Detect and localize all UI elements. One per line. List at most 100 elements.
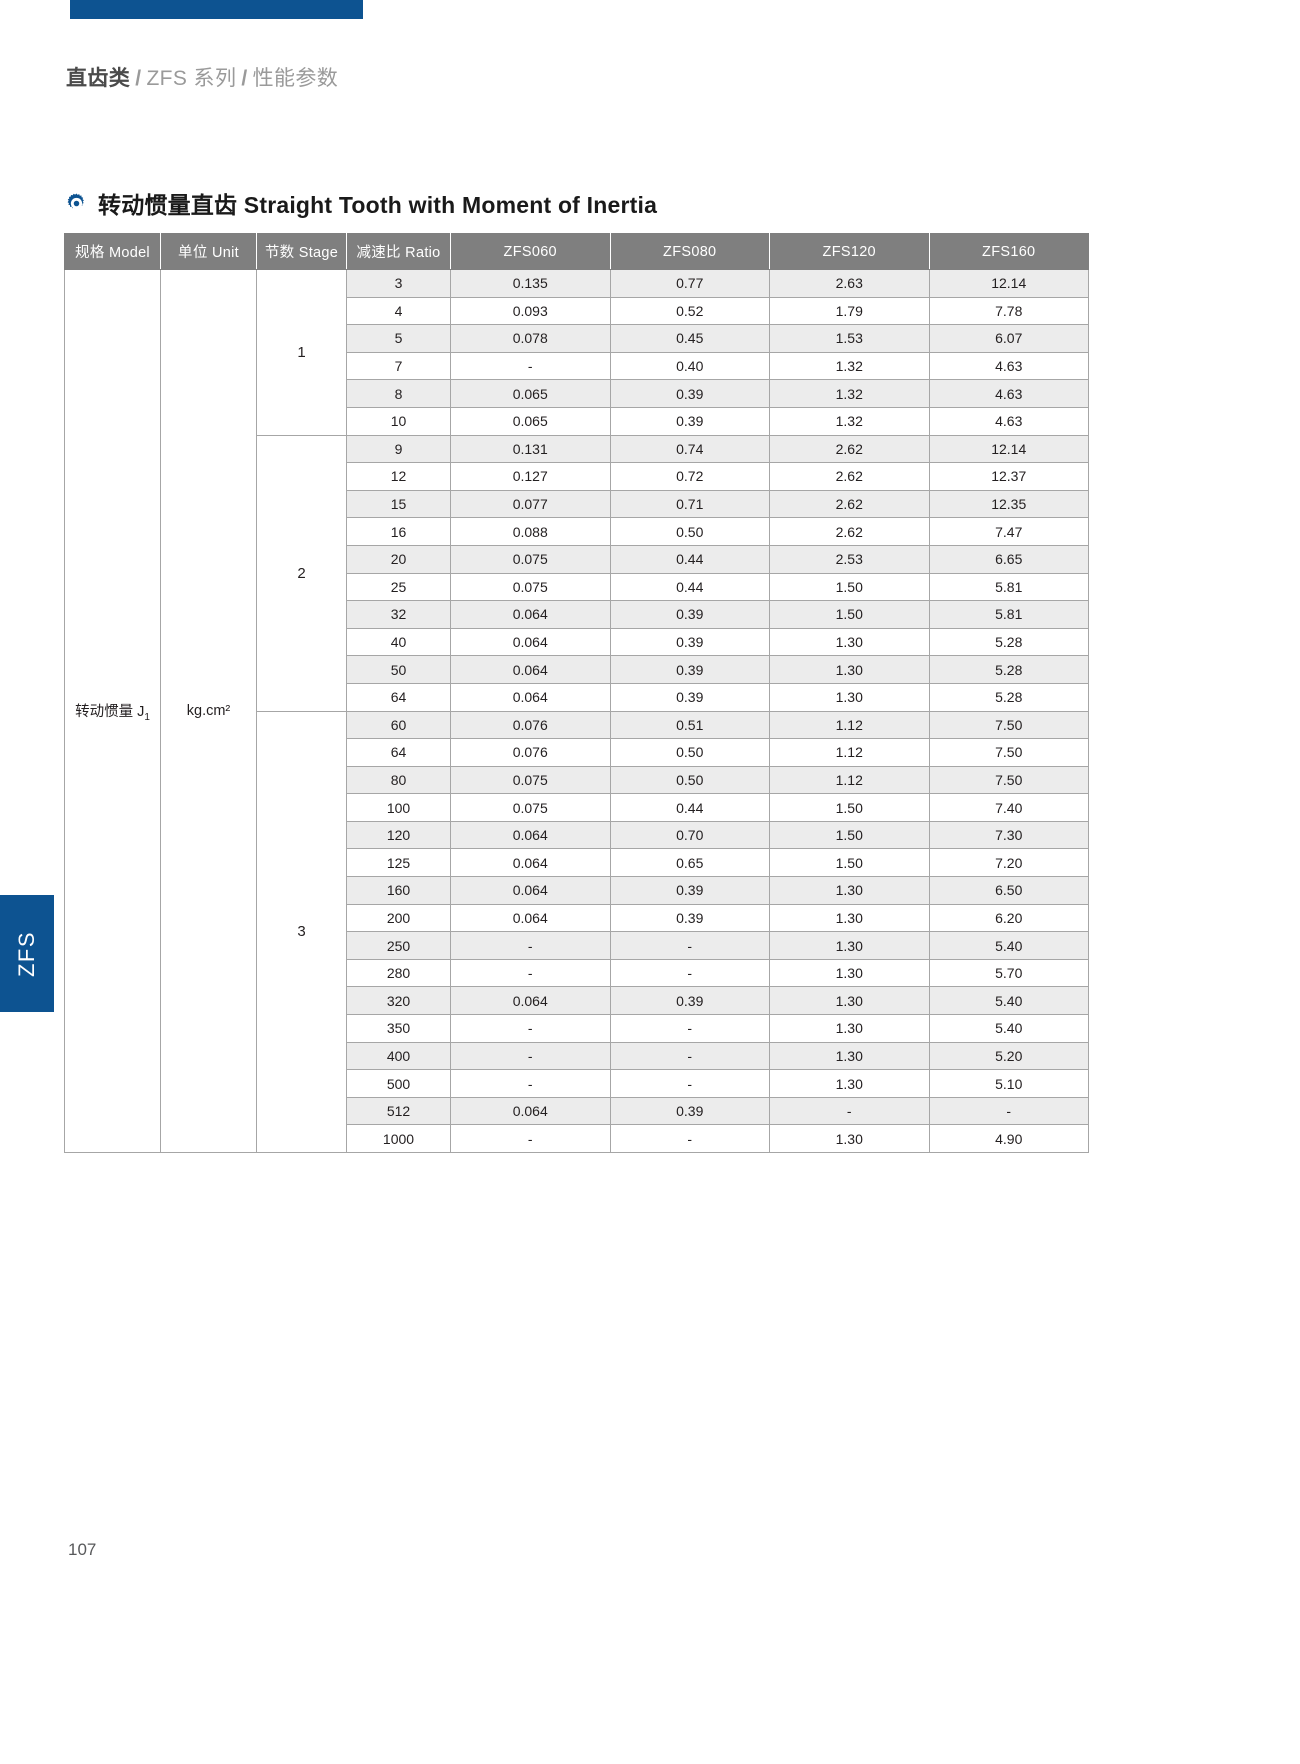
cell-zfs120: 1.30 <box>769 931 930 960</box>
breadcrumb: 直齿类 / ZFS 系列 / 性能参数 <box>66 62 338 92</box>
cell-ratio: 40 <box>346 627 451 657</box>
cell-zfs160: 5.28 <box>928 655 1089 684</box>
table-row: 40 0.064 0.39 1.30 5.28 <box>65 627 1089 657</box>
cell-ratio: 320 <box>346 986 451 1016</box>
cell-zfs120: 1.30 <box>769 1041 930 1071</box>
stage-cell: 3 <box>256 710 347 1153</box>
cell-zfs120: 1.30 <box>769 1069 930 1098</box>
table-row: 400- -1.30 5.20 <box>65 1041 1089 1071</box>
cell-zfs120: 2.62 <box>769 462 930 491</box>
cell-zfs160: 5.81 <box>928 572 1089 602</box>
table-row: 200 0.064 0.39 1.30 6.20 <box>65 903 1089 933</box>
cell-zfs120: 1.32 <box>769 351 930 381</box>
cell-zfs160: 4.63 <box>928 379 1089 408</box>
cell-ratio: 1000 <box>346 1124 451 1153</box>
cell-zfs160: 6.50 <box>928 876 1089 905</box>
cell-ratio: 32 <box>346 600 451 629</box>
cell-ratio: 60 <box>346 710 451 740</box>
table-row: 350- -1.30 5.40 <box>65 1014 1089 1043</box>
cell-ratio: 125 <box>346 848 451 878</box>
cell-zfs160: 12.37 <box>928 462 1089 491</box>
cell-zfs120: 1.30 <box>769 1014 930 1043</box>
section-heading: 转动惯量直齿 Straight Tooth with Moment of Ine… <box>66 186 657 220</box>
cell-ratio: 3 <box>346 269 451 298</box>
cell-zfs120: 1.30 <box>769 903 930 933</box>
cell-ratio: 5 <box>346 324 451 353</box>
cell-zfs080: - <box>609 958 770 988</box>
cell-zfs160: 5.20 <box>928 1041 1089 1071</box>
table-row: 25 0.075 0.44 1.50 5.81 <box>65 572 1089 602</box>
cell-zfs120: 1.30 <box>769 876 930 905</box>
cell-zfs120: 1.53 <box>769 324 930 353</box>
cell-zfs160: 4.63 <box>928 351 1089 381</box>
cell-ratio: 100 <box>346 793 451 822</box>
cell-ratio: 50 <box>346 655 451 684</box>
cell-zfs120: 1.30 <box>769 682 930 712</box>
cell-zfs060: 0.131 <box>450 434 611 464</box>
table-row: 8 0.065 0.39 1.32 4.63 <box>65 379 1089 408</box>
cell-ratio: 7 <box>346 351 451 381</box>
cell-zfs060: - <box>450 1124 611 1153</box>
cell-ratio: 8 <box>346 379 451 408</box>
table-body: 转动惯量 J1 kg.cm² 1 3 0.135 0.77 2.63 12.14 4 0.093 0… <box>64 269 1089 1153</box>
col-header-stage: 节数 Stage <box>256 233 347 270</box>
cell-zfs060: 0.064 <box>450 903 611 933</box>
cell-zfs160: 7.20 <box>928 848 1089 878</box>
col-header-zfs160: ZFS160 <box>928 233 1089 270</box>
table-row: 100 0.075 0.44 1.50 7.40 <box>65 793 1089 822</box>
cell-zfs160: 7.30 <box>928 820 1089 850</box>
cell-ratio: 25 <box>346 572 451 602</box>
table-row: 280- -1.30 5.70 <box>65 958 1089 988</box>
cell-zfs160: 7.50 <box>928 710 1089 740</box>
cell-ratio: 160 <box>346 876 451 905</box>
cell-zfs160: 6.20 <box>928 903 1089 933</box>
cell-zfs060: 0.064 <box>450 986 611 1016</box>
cell-zfs160: 6.65 <box>928 544 1089 574</box>
cell-ratio: 250 <box>346 931 451 960</box>
cell-zfs160: 7.50 <box>928 738 1089 767</box>
cell-zfs060: 0.064 <box>450 1096 611 1126</box>
cell-zfs080: - <box>609 1124 770 1153</box>
cell-zfs060: - <box>450 351 611 381</box>
cell-zfs120: 1.50 <box>769 600 930 629</box>
cell-zfs120: 1.50 <box>769 793 930 822</box>
cell-zfs080: 0.74 <box>609 434 770 464</box>
cell-zfs160: 6.07 <box>928 324 1089 353</box>
cell-zfs120: 1.32 <box>769 379 930 408</box>
cell-zfs080: 0.44 <box>609 572 770 602</box>
cell-zfs120: 1.30 <box>769 655 930 684</box>
cell-zfs160: 4.63 <box>928 406 1089 436</box>
cell-zfs160: 5.40 <box>928 986 1089 1016</box>
col-header-zfs080: ZFS080 <box>609 233 770 270</box>
side-tab-zfs[interactable]: ZFS <box>0 895 54 1012</box>
table-row: 1000- -1.30 4.90 <box>65 1124 1089 1153</box>
table-row: 12 0.127 0.72 2.62 12.37 <box>65 462 1089 491</box>
cell-zfs060: 0.093 <box>450 296 611 326</box>
cell-zfs060: 0.078 <box>450 324 611 353</box>
cell-zfs080: 0.39 <box>609 627 770 657</box>
cell-ratio: 500 <box>346 1069 451 1098</box>
col-header-zfs120: ZFS120 <box>769 233 930 270</box>
cell-zfs120: - <box>769 1096 930 1126</box>
cell-zfs060: 0.088 <box>450 517 611 546</box>
cell-ratio: 64 <box>346 682 451 712</box>
cell-zfs120: 2.53 <box>769 544 930 574</box>
cell-zfs080: - <box>609 1041 770 1071</box>
cell-zfs120: 1.30 <box>769 627 930 657</box>
cell-zfs080: - <box>609 931 770 960</box>
table-row: 64 0.064 0.39 1.30 5.28 <box>65 682 1089 712</box>
cell-ratio: 12 <box>346 462 451 491</box>
cell-zfs080: 0.50 <box>609 517 770 546</box>
cell-zfs160: - <box>928 1096 1089 1126</box>
cell-zfs060: 0.064 <box>450 627 611 657</box>
cell-zfs060: 0.065 <box>450 406 611 436</box>
cell-zfs080: 0.39 <box>609 682 770 712</box>
cell-zfs060: 0.076 <box>450 710 611 740</box>
cell-zfs160: 5.28 <box>928 627 1089 657</box>
table-row: 120 0.064 0.70 1.50 7.30 <box>65 820 1089 850</box>
cell-zfs120: 1.12 <box>769 765 930 795</box>
cell-zfs060: 0.064 <box>450 655 611 684</box>
cell-zfs120: 2.63 <box>769 269 930 298</box>
table-row: 7-0.40 1.32 4.63 <box>65 351 1089 381</box>
col-header-zfs060: ZFS060 <box>450 233 611 270</box>
